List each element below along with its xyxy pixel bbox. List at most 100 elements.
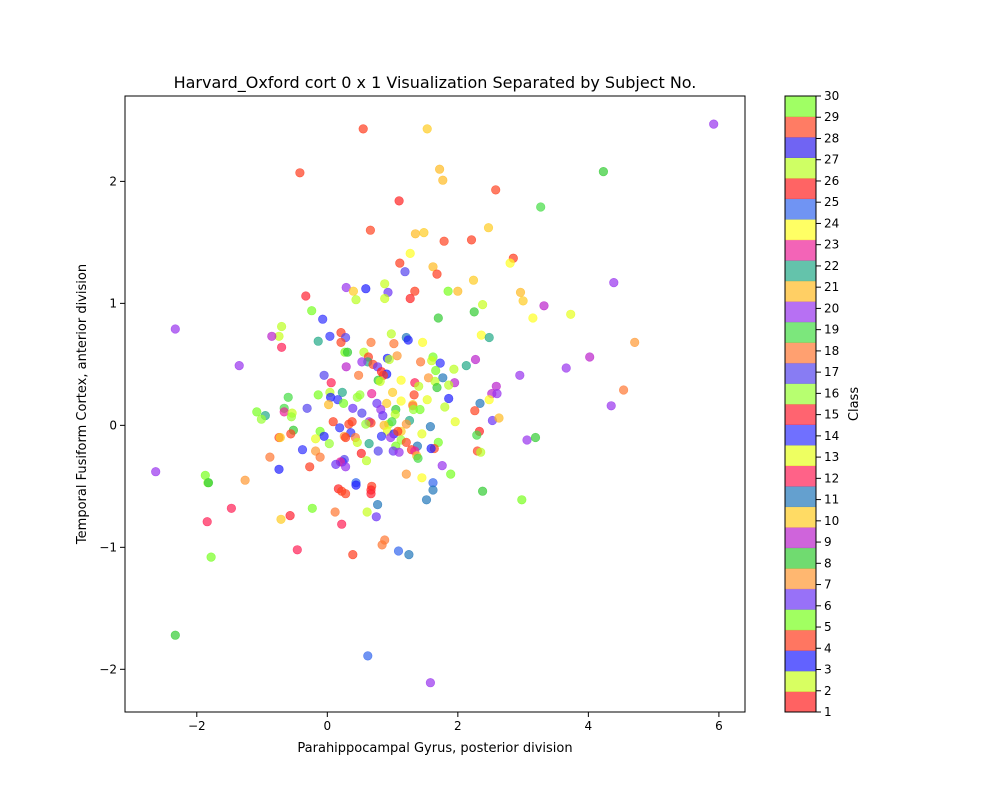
scatter-point — [361, 419, 371, 429]
scatter-point — [438, 373, 448, 383]
scatter-point — [478, 300, 488, 310]
scatter-point — [410, 229, 421, 239]
colorbar-tick-label: 11 — [824, 493, 839, 507]
scatter-point — [433, 313, 443, 323]
colorbar-tick-label: 6 — [824, 599, 832, 613]
scatter-point — [341, 362, 351, 372]
colorbar-tick-label: 7 — [824, 578, 832, 592]
scatter-point — [362, 507, 372, 517]
scatter-point — [375, 376, 385, 387]
scatter-point — [401, 419, 411, 429]
scatter-point — [337, 387, 347, 398]
colorbar-band — [785, 219, 816, 241]
scatter-point — [285, 510, 295, 521]
scatter-point — [432, 269, 442, 279]
colorbar-band — [785, 609, 816, 631]
colorbar-frame — [784, 95, 817, 713]
scatter-point — [387, 417, 397, 427]
scatter-point — [494, 413, 504, 423]
scatter-point — [566, 309, 576, 319]
scatter-point — [302, 403, 312, 413]
scatter-point — [449, 364, 459, 374]
y-tick-label: 2 — [109, 174, 117, 188]
scatter-point — [421, 495, 432, 505]
y-tick-label: −2 — [99, 662, 117, 676]
scatter-point — [472, 430, 482, 440]
colorbar-band — [785, 568, 816, 590]
scatter-point — [450, 417, 460, 427]
colorbar-band — [785, 506, 816, 528]
scatter-point — [313, 390, 323, 400]
scatter-point — [446, 469, 456, 479]
scatter-point — [361, 284, 371, 294]
scatter-point — [405, 248, 415, 258]
scatter-point — [484, 332, 494, 343]
colorbar-ticks: 1234567891011121314151617181920212223242… — [816, 89, 839, 719]
colorbar-band — [785, 198, 816, 220]
colorbar-tick-label: 27 — [824, 153, 839, 167]
colorbar-band — [785, 629, 816, 651]
scatter-point — [609, 278, 619, 288]
colorbar-tick-label: 10 — [824, 514, 839, 528]
scatter-point — [276, 514, 286, 524]
scatter-point — [202, 517, 212, 527]
x-tick-label: 2 — [454, 719, 462, 733]
colorbar-tick-label: 17 — [824, 365, 839, 379]
scatter-point — [539, 301, 549, 311]
colorbar-tick-label: 14 — [824, 429, 839, 443]
scatter-point — [367, 389, 377, 399]
scatter-point — [432, 382, 442, 393]
scatter-point — [354, 370, 364, 380]
scatter-point — [483, 223, 494, 233]
colorbar-band — [785, 404, 816, 425]
colorbar-band — [785, 691, 816, 713]
scatter-point — [393, 546, 404, 556]
scatter-point — [305, 462, 315, 472]
scatter-point — [435, 164, 445, 174]
scatter-point — [403, 335, 413, 345]
scatter-point — [515, 370, 525, 380]
scatter-point — [324, 439, 334, 449]
scatter-point — [297, 445, 308, 455]
colorbar-tick-label: 3 — [824, 663, 832, 677]
scatter-point — [528, 313, 538, 323]
scatter-point — [348, 549, 358, 560]
scatter-point — [325, 331, 335, 341]
scatter-point — [277, 321, 287, 332]
scatter-point — [386, 329, 396, 339]
colorbar-band — [785, 588, 816, 610]
colorbar-band — [785, 650, 816, 672]
scatter-point — [400, 267, 410, 277]
scatter-point — [319, 431, 329, 441]
scatter-point — [348, 286, 359, 296]
scatter-point — [630, 337, 640, 348]
colorbar-tick-label: 8 — [824, 556, 832, 570]
scatter-point — [476, 447, 486, 457]
colorbar-tick-label: 25 — [824, 195, 839, 209]
scatter-point — [324, 400, 334, 410]
scatter-point — [337, 519, 347, 529]
scatter-point — [418, 337, 428, 348]
scatter-point — [357, 408, 367, 418]
scatter-point — [443, 286, 453, 296]
scatter-point — [357, 357, 367, 367]
scatter-point — [256, 414, 267, 424]
scatter-point — [267, 331, 277, 341]
x-axis-label: Parahippocampal Gyrus, posterior divisio… — [297, 741, 572, 756]
scatter-point — [461, 361, 471, 371]
scatter-point — [478, 486, 488, 496]
scatter-point — [409, 390, 419, 400]
scatter-point — [426, 443, 436, 454]
scatter-point — [376, 431, 387, 441]
y-axis-ticks: −2 −1 0 1 2 — [99, 174, 125, 676]
scatter-point — [292, 545, 302, 555]
scatter-point — [394, 447, 404, 457]
scatter-points — [151, 119, 719, 688]
colorbar-tick-label: 30 — [824, 89, 839, 103]
scatter-point — [319, 370, 329, 380]
scatter-point — [453, 286, 463, 296]
scatter-point — [440, 402, 450, 412]
scatter-point — [389, 339, 399, 349]
scatter-point — [328, 417, 338, 427]
scatter-point — [475, 398, 485, 409]
